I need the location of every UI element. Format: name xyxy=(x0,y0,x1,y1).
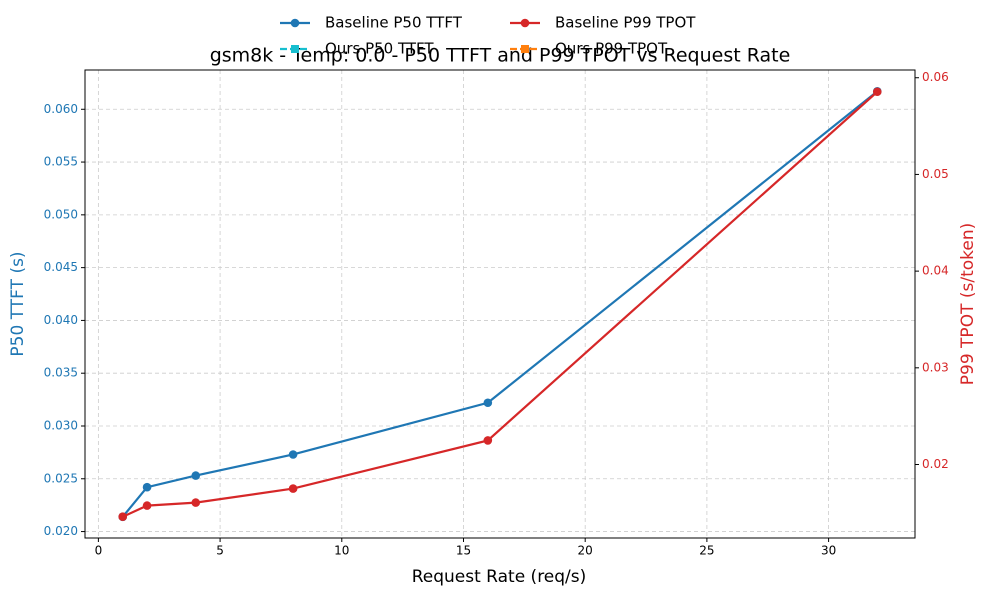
series-line xyxy=(121,90,878,518)
y-axis-label: P50 TTFT (s) xyxy=(8,251,28,356)
marker xyxy=(142,501,152,510)
marker xyxy=(191,498,201,507)
marker xyxy=(288,450,298,459)
y-tick-label: 0.025 xyxy=(44,471,78,485)
y-tick-label: 0.030 xyxy=(44,418,78,432)
legend-marker xyxy=(521,45,529,53)
x-tick-label: 20 xyxy=(578,544,593,558)
legend-marker xyxy=(520,18,530,28)
marker xyxy=(191,471,201,480)
y-tick-label: 0.060 xyxy=(44,102,78,116)
y2-tick-label: 0.05 xyxy=(922,167,949,181)
y2-tick-label: 0.03 xyxy=(922,360,949,374)
y-tick-label: 0.045 xyxy=(44,260,78,274)
x-tick-label: 10 xyxy=(334,544,349,558)
marker xyxy=(483,398,493,408)
y2-axis-label: P99 TPOT (s/token) xyxy=(958,223,978,385)
x-tick-label: 15 xyxy=(456,544,471,558)
legend-label: Ours P99 TPOT xyxy=(555,40,668,58)
legend-label: Baseline P99 TPOT xyxy=(555,14,696,32)
y2-tick-label: 0.06 xyxy=(922,70,949,84)
x-tick-label: 0 xyxy=(95,544,103,558)
y-tick-label: 0.020 xyxy=(44,524,78,538)
marker xyxy=(142,482,152,492)
series-line xyxy=(122,90,879,518)
x-tick-label: 5 xyxy=(216,544,224,558)
y-tick-label: 0.050 xyxy=(44,207,78,221)
x-tick-label: 30 xyxy=(821,544,836,558)
y-tick-label: 0.035 xyxy=(44,366,78,380)
legend-label: Baseline P50 TTFT xyxy=(325,14,463,32)
chart-title: gsm8k - Temp: 0.0 - P50 TTFT and P99 TPO… xyxy=(210,45,791,67)
y2-tick-label: 0.02 xyxy=(922,457,949,471)
marker xyxy=(288,484,298,493)
legend-label: Ours P50 TTFT xyxy=(325,40,434,58)
marker xyxy=(872,87,882,97)
x-axis-label: Request Rate (req/s) xyxy=(412,567,587,587)
y2-tick-label: 0.04 xyxy=(922,264,949,278)
marker xyxy=(118,512,128,522)
legend-marker xyxy=(290,18,300,28)
legend-marker xyxy=(291,45,299,53)
y-tick-label: 0.040 xyxy=(44,313,78,327)
y-tick-label: 0.055 xyxy=(44,155,78,169)
plot-frame xyxy=(84,69,916,539)
marker xyxy=(483,436,493,445)
x-tick-label: 25 xyxy=(699,544,714,558)
